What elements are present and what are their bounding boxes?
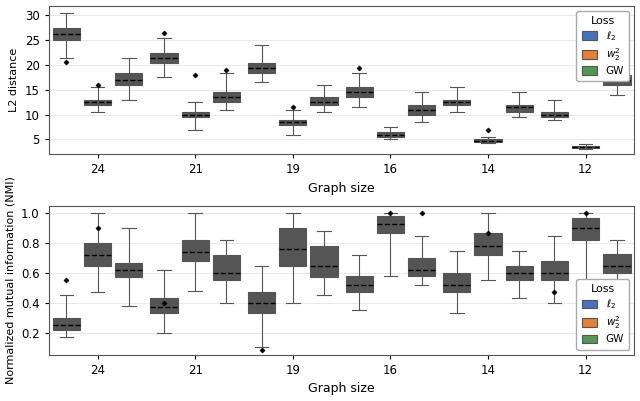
PathPatch shape (84, 100, 111, 105)
X-axis label: Graph size: Graph size (308, 383, 375, 395)
PathPatch shape (248, 63, 275, 73)
X-axis label: Graph size: Graph size (308, 182, 375, 195)
PathPatch shape (279, 119, 307, 125)
PathPatch shape (150, 298, 178, 313)
PathPatch shape (541, 261, 568, 280)
PathPatch shape (377, 217, 404, 233)
PathPatch shape (212, 255, 240, 280)
PathPatch shape (84, 243, 111, 265)
PathPatch shape (604, 75, 630, 85)
PathPatch shape (506, 265, 533, 280)
PathPatch shape (443, 273, 470, 292)
PathPatch shape (541, 112, 568, 117)
PathPatch shape (474, 233, 502, 255)
PathPatch shape (212, 92, 240, 102)
PathPatch shape (408, 258, 435, 276)
PathPatch shape (52, 28, 80, 40)
PathPatch shape (310, 97, 338, 105)
PathPatch shape (248, 292, 275, 313)
PathPatch shape (182, 240, 209, 261)
Legend: $\ell_2$, $w_2^2$, GW: $\ell_2$, $w_2^2$, GW (577, 279, 629, 350)
PathPatch shape (474, 140, 502, 142)
PathPatch shape (443, 100, 470, 105)
PathPatch shape (346, 87, 373, 97)
Y-axis label: L2 distance: L2 distance (10, 48, 19, 112)
Legend: $\ell_2$, $w_2^2$, GW: $\ell_2$, $w_2^2$, GW (577, 11, 629, 81)
PathPatch shape (346, 276, 373, 292)
PathPatch shape (150, 53, 178, 63)
PathPatch shape (115, 263, 143, 277)
PathPatch shape (506, 105, 533, 112)
PathPatch shape (377, 132, 404, 137)
PathPatch shape (310, 246, 338, 277)
PathPatch shape (572, 146, 599, 148)
PathPatch shape (182, 112, 209, 117)
PathPatch shape (408, 105, 435, 115)
PathPatch shape (279, 229, 307, 265)
PathPatch shape (115, 73, 143, 85)
PathPatch shape (572, 218, 599, 240)
PathPatch shape (52, 318, 80, 330)
Y-axis label: Normalized mutual information (NMI): Normalized mutual information (NMI) (6, 176, 15, 385)
PathPatch shape (604, 254, 630, 273)
